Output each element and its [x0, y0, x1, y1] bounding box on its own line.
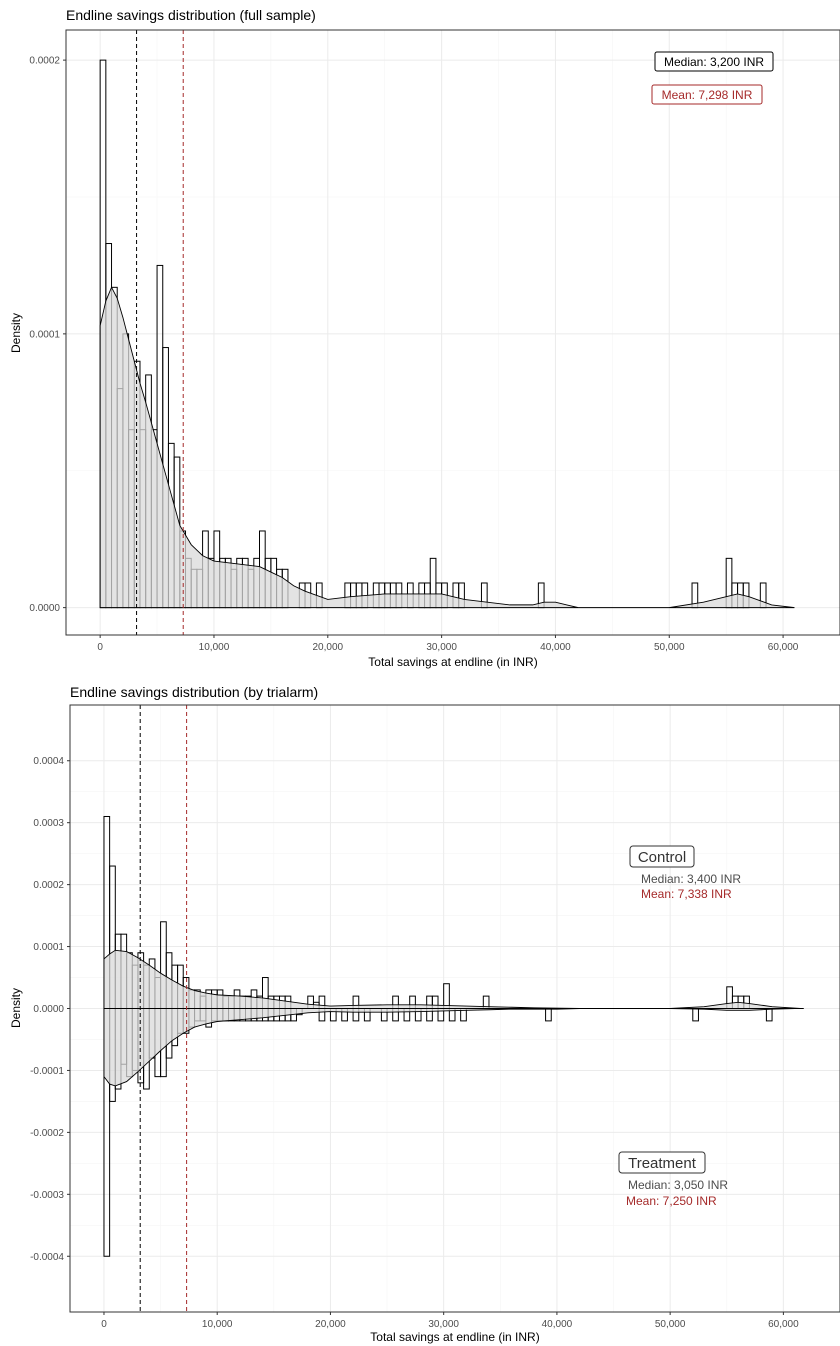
x-tick-label: 60,000 [768, 642, 799, 653]
treatment-label: Treatment [628, 1155, 697, 1172]
control-annotation: Control Median: 3,400 INR Mean: 7,338 IN… [629, 845, 741, 901]
y-tick-label: -0.0001 [30, 1066, 64, 1077]
plot-frame [65, 29, 840, 636]
x-tick-label: 0 [101, 1319, 107, 1330]
y-axis-title: Density [9, 988, 23, 1028]
y-tick-label: 0.0002 [33, 880, 64, 891]
chart-title-full-sample: Endline savings distribution (full sampl… [66, 7, 316, 23]
x-tick-label: 40,000 [540, 642, 571, 653]
y-tick-label: -0.0004 [30, 1252, 64, 1263]
x-tick-label: 0 [97, 642, 103, 653]
histogram-bar-treatment [692, 1008, 699, 1022]
control-label: Control [638, 849, 686, 866]
histogram-bar-control [443, 983, 450, 1009]
y-tick-label: 0.0001 [29, 329, 60, 340]
x-tick-label: 10,000 [202, 1319, 233, 1330]
x-tick-label: 20,000 [312, 642, 343, 653]
y-axis-ticks: 0.0000 0.0001 0.0002 [29, 56, 66, 614]
x-tick-label: 10,000 [199, 642, 230, 653]
y-tick-label: -0.0002 [30, 1128, 64, 1139]
x-tick-label: 50,000 [654, 642, 685, 653]
y-axis-ticks: -0.0004 -0.0003 -0.0002 -0.0001 0.0000 0.0001… [30, 756, 70, 1263]
treatment-mean: Mean: 7,250 INR [626, 1194, 717, 1208]
median-label: Median: 3,200 INR [664, 55, 764, 69]
y-tick-label: -0.0003 [30, 1190, 64, 1201]
y-axis-title: Density [9, 313, 23, 353]
x-axis-ticks: 0 10,000 20,000 30,000 40,000 50,000 60,000 [101, 1312, 799, 1330]
chart-title-by-trialarm: Endline savings distribution (by trialar… [70, 684, 318, 700]
mean-annotation: Mean: 7,298 INR [651, 84, 763, 105]
treatment-median: Median: 3,050 INR [628, 1178, 728, 1192]
x-tick-label: 20,000 [315, 1319, 346, 1330]
mean-label: Mean: 7,298 INR [662, 88, 753, 102]
y-tick-label: 0.0002 [29, 56, 60, 67]
x-axis-title: Total savings at endline (in INR) [368, 655, 537, 669]
y-tick-label: 0.0001 [33, 942, 64, 953]
x-tick-label: 30,000 [426, 642, 457, 653]
x-tick-label: 40,000 [542, 1319, 573, 1330]
median-annotation: Median: 3,200 INR [654, 51, 774, 72]
y-tick-label: 0.0003 [33, 818, 64, 829]
control-median: Median: 3,400 INR [641, 872, 741, 886]
y-tick-label: 0.0004 [33, 756, 64, 767]
x-axis-title: Total savings at endline (in INR) [370, 1330, 539, 1344]
control-mean: Mean: 7,338 INR [641, 887, 732, 901]
density-curve [99, 286, 795, 609]
density-curve-control [103, 949, 801, 1009]
x-tick-label: 60,000 [768, 1319, 799, 1330]
panel-by-trialarm: Endline savings distribution (by trialar… [9, 684, 840, 1344]
x-tick-label: 30,000 [428, 1319, 459, 1330]
histogram-bar-treatment [765, 1008, 773, 1022]
panel-full-sample: Endline savings distribution (full sampl… [9, 7, 840, 669]
x-tick-label: 50,000 [655, 1319, 686, 1330]
histogram-bar-treatment [545, 1008, 552, 1022]
grid [66, 30, 840, 635]
treatment-annotation: Treatment Median: 3,050 INR Mean: 7,250 … [618, 1151, 728, 1208]
x-axis-ticks: 0 10,000 20,000 30,000 40,000 50,000 60,000 [97, 635, 799, 653]
y-tick-label: 0.0000 [29, 603, 60, 614]
y-tick-label: 0.0000 [33, 1004, 64, 1015]
